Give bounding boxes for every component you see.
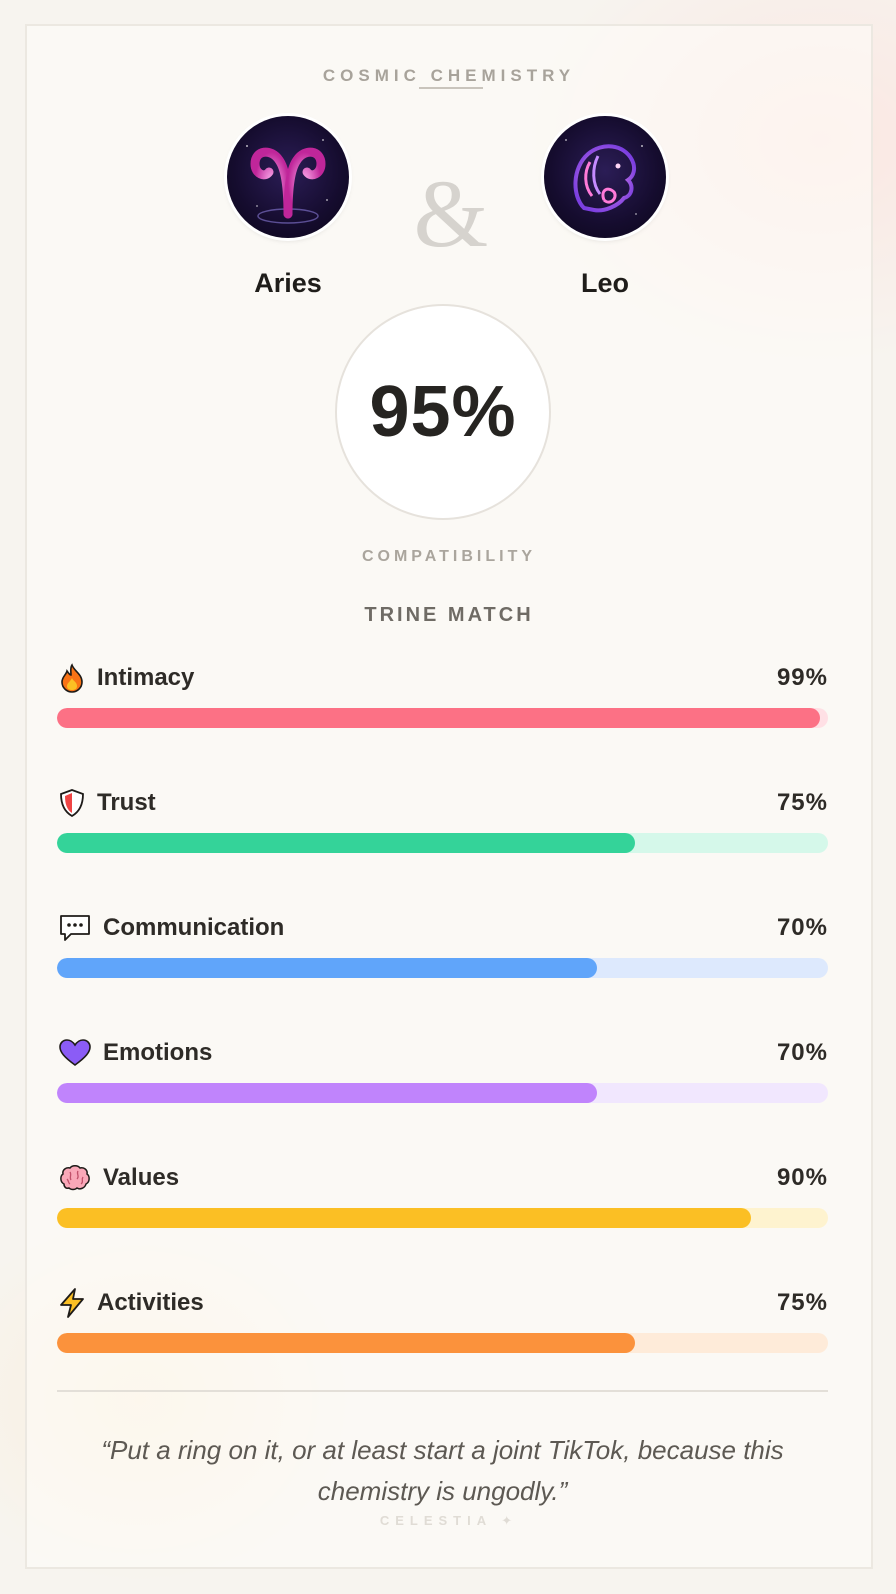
- metric-bar-fill: [57, 833, 636, 853]
- metric-name: Activities: [97, 1289, 204, 1316]
- aries-glyph-icon: [227, 116, 349, 238]
- card-kicker: COSMIC CHEMISTRY: [322, 66, 576, 85]
- compatibility-card: COSMIC CHEMISTRY Aries &: [25, 24, 873, 1569]
- shield-icon: [57, 788, 87, 818]
- metric-bar-track: [57, 1083, 828, 1103]
- metric-bar-fill: [57, 958, 597, 978]
- metric-value: 75%: [776, 789, 828, 816]
- kicker-underline: [419, 87, 483, 89]
- metric-bar-fill: [57, 1083, 597, 1103]
- metric-bar-track: [57, 708, 828, 728]
- speech-bubble-icon: [57, 913, 93, 943]
- metric-bar-track: [57, 958, 828, 978]
- brand-watermark: CELESTIA ✦: [379, 1513, 519, 1528]
- metric-intimacy: Intimacy 99%: [57, 660, 828, 785]
- metric-bar-track: [57, 1208, 828, 1228]
- metric-name: Values: [103, 1164, 180, 1191]
- metric-name: Trust: [97, 789, 156, 816]
- metric-values: Values 90%: [57, 1160, 828, 1285]
- score-circle: 95%: [335, 304, 551, 520]
- sign-name-aries: Aries: [254, 268, 322, 298]
- ampersand: &: [413, 160, 489, 267]
- compatibility-label: COMPATIBILITY: [361, 548, 537, 565]
- score-value: 95%: [369, 372, 517, 452]
- metric-bar-fill: [57, 708, 821, 728]
- sign-name-leo: Leo: [580, 268, 629, 298]
- lightning-icon: [57, 1288, 87, 1318]
- metric-name: Communication: [103, 914, 285, 941]
- metric-trust: Trust 75%: [57, 785, 828, 910]
- metric-value: 70%: [776, 914, 828, 941]
- metric-communication: Communication 70%: [57, 910, 828, 1035]
- metric-value: 75%: [776, 1289, 828, 1316]
- metric-activities: Activities 75%: [57, 1285, 828, 1410]
- match-type-label: TRINE MATCH: [364, 604, 534, 626]
- metric-bar-track: [57, 833, 828, 853]
- leo-lion-icon: [544, 116, 666, 238]
- metric-name: Intimacy: [97, 664, 195, 691]
- heart-icon: [57, 1038, 93, 1068]
- metric-value: 90%: [776, 1164, 828, 1191]
- quote-text: “Put a ring on it, or at least start a j…: [101, 1435, 784, 1506]
- metric-emotions: Emotions 70%: [57, 1035, 828, 1160]
- fire-icon: [57, 663, 87, 693]
- metric-bar-track: [57, 1333, 828, 1353]
- metric-value: 70%: [776, 1039, 828, 1066]
- metric-bar-fill: [57, 1333, 636, 1353]
- divider: [57, 1390, 828, 1392]
- sign-aries: Aries: [227, 116, 349, 299]
- sign-leo: Leo: [544, 116, 666, 299]
- brain-icon: [57, 1163, 93, 1193]
- metrics-list: Intimacy 99% Trust 75: [57, 660, 828, 1410]
- metric-name: Emotions: [103, 1039, 213, 1066]
- metric-bar-fill: [57, 1208, 751, 1228]
- metric-value: 99%: [776, 664, 828, 691]
